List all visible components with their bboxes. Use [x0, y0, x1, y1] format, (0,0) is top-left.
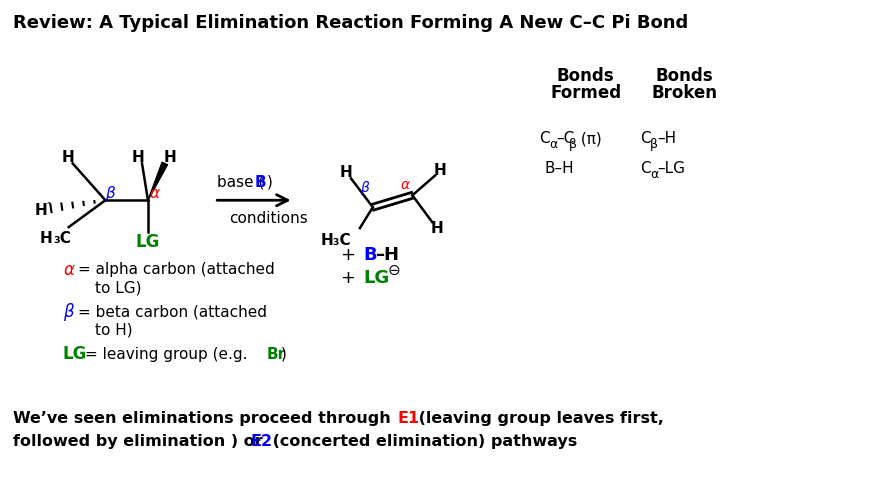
Text: base (: base (	[217, 175, 265, 190]
Text: Formed: Formed	[550, 84, 621, 102]
Text: α: α	[63, 261, 74, 279]
Text: α: α	[549, 138, 557, 151]
Text: α: α	[650, 168, 659, 181]
Text: +: +	[341, 269, 356, 287]
Text: = alpha carbon (attached: = alpha carbon (attached	[78, 263, 274, 277]
Text: β: β	[650, 138, 658, 151]
Text: LG: LG	[136, 233, 160, 251]
Text: α: α	[401, 178, 410, 192]
Text: H: H	[131, 150, 145, 165]
Text: (leaving group leaves first,: (leaving group leaves first,	[413, 411, 664, 427]
Text: –LG: –LG	[657, 161, 685, 176]
Text: C: C	[539, 131, 550, 146]
Text: E1: E1	[398, 411, 420, 427]
Text: B: B	[363, 246, 377, 264]
Text: Bonds: Bonds	[557, 67, 615, 85]
Text: Broken: Broken	[652, 84, 717, 102]
Text: to H): to H)	[95, 322, 133, 337]
Text: α: α	[150, 186, 160, 201]
Text: conditions: conditions	[230, 211, 308, 225]
Text: (concerted elimination) pathways: (concerted elimination) pathways	[267, 434, 577, 449]
Text: +: +	[341, 246, 356, 264]
Text: ′′: ′′	[47, 202, 52, 212]
Text: H: H	[431, 221, 443, 236]
Text: = leaving group (e.g.: = leaving group (e.g.	[85, 347, 252, 362]
Text: B: B	[255, 175, 266, 190]
Text: –H: –H	[657, 131, 676, 146]
Text: H: H	[39, 230, 53, 245]
Text: to LG): to LG)	[95, 280, 142, 295]
Text: β: β	[360, 182, 370, 195]
Polygon shape	[148, 162, 167, 200]
Text: ₃C: ₃C	[53, 230, 71, 245]
Text: LG: LG	[363, 269, 389, 287]
Text: β: β	[105, 186, 116, 201]
Text: H₃C: H₃C	[321, 232, 351, 247]
Text: E2: E2	[251, 434, 273, 449]
Text: β: β	[569, 138, 577, 151]
Text: H: H	[61, 150, 74, 165]
Text: Br: Br	[267, 347, 286, 362]
Text: H: H	[434, 163, 447, 178]
Text: ): )	[267, 175, 272, 190]
Text: –C: –C	[556, 131, 575, 146]
Text: followed by elimination ) or: followed by elimination ) or	[13, 434, 269, 449]
Text: H: H	[384, 246, 399, 264]
Text: –: –	[376, 246, 385, 264]
Text: H: H	[340, 165, 352, 180]
FancyArrowPatch shape	[217, 195, 287, 206]
Text: Review: A Typical Elimination Reaction Forming A New C–C Pi Bond: Review: A Typical Elimination Reaction F…	[13, 14, 689, 32]
Text: Bonds: Bonds	[656, 67, 714, 85]
Text: B–H: B–H	[544, 161, 574, 176]
Text: C: C	[640, 131, 651, 146]
Text: β: β	[63, 303, 74, 321]
Text: ): )	[280, 347, 286, 362]
Text: (π): (π)	[576, 131, 602, 146]
Text: LG: LG	[63, 346, 88, 364]
Text: We’ve seen eliminations proceed through: We’ve seen eliminations proceed through	[13, 411, 397, 427]
Text: H: H	[164, 150, 176, 165]
Text: C: C	[640, 161, 651, 176]
Text: ⊖: ⊖	[388, 264, 400, 278]
Text: H: H	[35, 203, 47, 218]
Text: = beta carbon (attached: = beta carbon (attached	[78, 304, 266, 319]
